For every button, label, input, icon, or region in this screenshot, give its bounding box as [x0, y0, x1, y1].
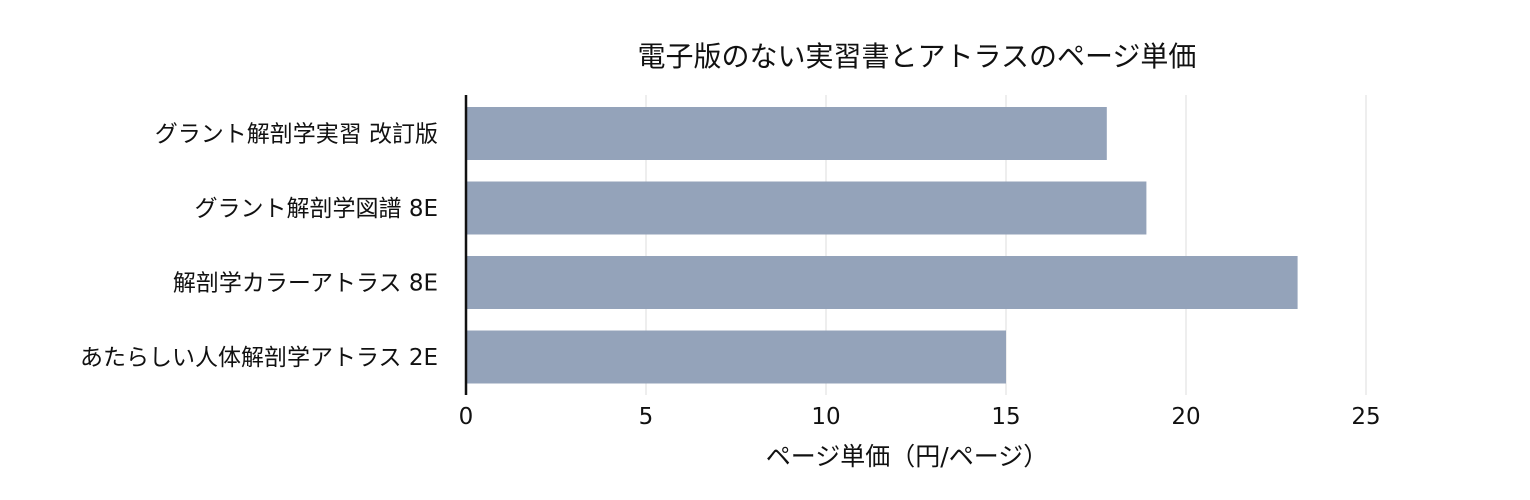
category-label: グラント解剖学実習 改訂版: [155, 122, 438, 148]
chart-title: 電子版のない実習書とアトラスのページ単価: [638, 40, 1197, 73]
bar: [466, 181, 1147, 235]
bar: [466, 107, 1107, 160]
x-axis-title: ページ単価（円/ページ）: [766, 442, 1048, 471]
x-tick-label: 10: [811, 404, 840, 430]
x-tick-label: 20: [1171, 404, 1200, 430]
x-tick-labels: 0 5 10 15 20 25: [459, 404, 1381, 430]
bar: [466, 256, 1298, 309]
bars: [466, 107, 1298, 384]
x-tick-label: 15: [991, 404, 1020, 430]
category-label: 解剖学カラーアトラス 8E: [173, 271, 438, 297]
category-label: グラント解剖学図譜 8E: [195, 196, 438, 222]
category-label: あたらしい人体解剖学アトラス 2E: [80, 345, 438, 371]
x-tick-label: 25: [1351, 404, 1380, 430]
x-tick-label: 0: [459, 404, 474, 430]
x-tick-label: 5: [639, 404, 654, 430]
bar: [466, 330, 1006, 384]
